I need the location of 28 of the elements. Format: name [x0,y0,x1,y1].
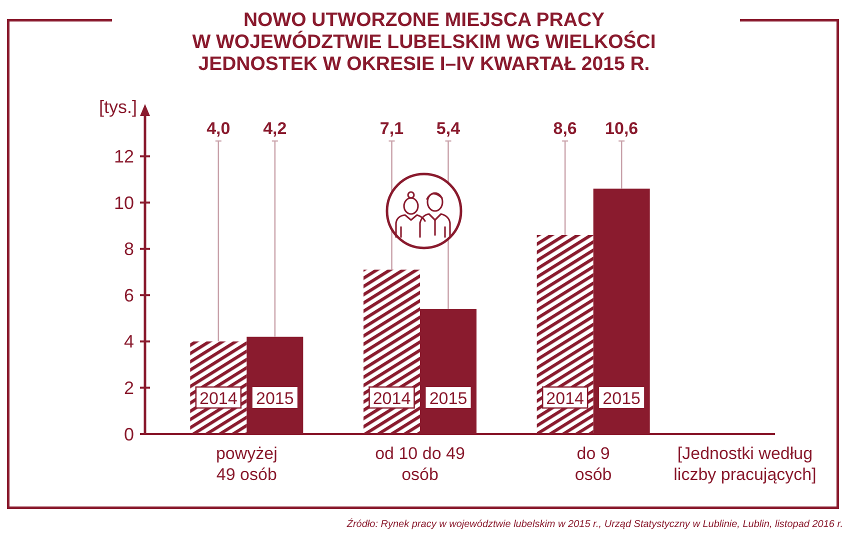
data-label: 5,4 [436,119,461,138]
text: 2014 [200,389,238,408]
series-label: 2014 [546,389,584,408]
y-tick-label: 0 [124,424,134,444]
y-tick-label: 10 [114,192,134,213]
text: 2015 [429,389,468,408]
x-tick-label: do 9 osób [574,444,612,484]
x-tick-label: od 10 do 49 osób [375,444,465,484]
data-label: 4,2 [263,119,287,138]
y-tick-label: 8 [124,239,134,260]
chart-title: NOWO UTWORZONE MIEJSCA PRACY W WOJEWÓDZTWIE LUBELSKIM WG WIELKOŚCI JEDNOSTEK W OKRESIE I–IV KWARTAŁ 2015 R. [192,9,656,75]
text: 2015 [602,389,640,408]
data-label: 7,1 [380,119,404,138]
y-tick-label: 12 [114,146,134,167]
text: 2014 [372,389,411,408]
y-tick-label: 4 [124,332,134,352]
data-label: 8,6 [553,119,577,138]
y-tick-label: 2 [124,378,134,398]
data-label: 4,0 [206,119,230,138]
y-tick-label: 6 [124,285,134,306]
text: Źródło: Rynek pracy w województwie lubelskim w 2015 r., Urząd Statystyczny w Lublinie, Lublin, listopad 2016 r. [346,518,843,530]
bar [364,270,420,434]
x-axis-title: [Jednostki według liczby pracujących] [674,444,816,484]
x-tick-label: powyżej 49 osób [216,444,278,484]
bar [536,234,594,434]
legend-label: 2015 [256,389,294,408]
y-axis-title: [tys.] [98,97,137,117]
data-label: 10,6 [605,119,638,138]
